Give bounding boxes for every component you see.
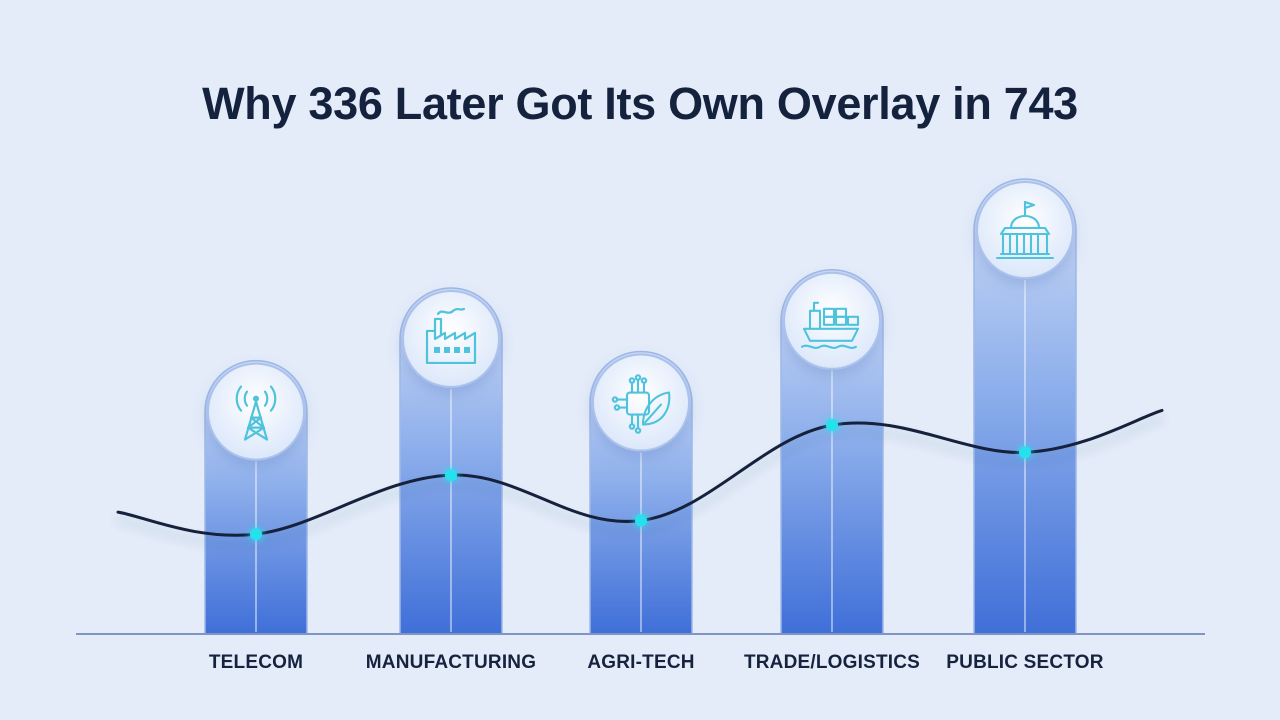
line-marker-telecom	[250, 528, 262, 541]
capitol-building-icon	[995, 200, 1055, 260]
markers-layer	[250, 419, 1031, 541]
line-marker-manufacturing	[445, 469, 457, 482]
cargo-ship-icon	[800, 301, 860, 349]
chart-title: Why 336 Later Got Its Own Overlay in 743	[202, 78, 1078, 129]
cell-tower-icon	[235, 385, 277, 441]
circuit-leaf-icon	[611, 374, 671, 434]
category-labels: TELECOM MANUFACTURING AGRI-TECH TRADE/LOGIS…	[209, 652, 1104, 673]
category-label-trade-logistics: TRADE/LOGISTICS	[744, 652, 920, 673]
category-label-public-sector: PUBLIC SECTOR	[946, 652, 1104, 673]
line-marker-trade-logistics	[826, 419, 838, 432]
icon-badge-public-sector	[976, 181, 1074, 279]
icon-badge-agri-tech	[592, 353, 690, 452]
category-label-telecom: TELECOM	[209, 652, 303, 673]
bars-layer	[204, 178, 1077, 635]
category-label-agri-tech: AGRI-TECH	[587, 652, 694, 673]
line-marker-public-sector	[1019, 446, 1031, 459]
line-marker-agri-tech	[635, 514, 647, 527]
icon-badge-manufacturing	[402, 289, 500, 388]
category-label-manufacturing: MANUFACTURING	[366, 652, 536, 673]
icon-badge-trade-logistics	[783, 271, 881, 370]
icon-badge-telecom	[207, 362, 305, 461]
bar-public-sector	[973, 178, 1077, 635]
factory-icon	[425, 307, 477, 365]
